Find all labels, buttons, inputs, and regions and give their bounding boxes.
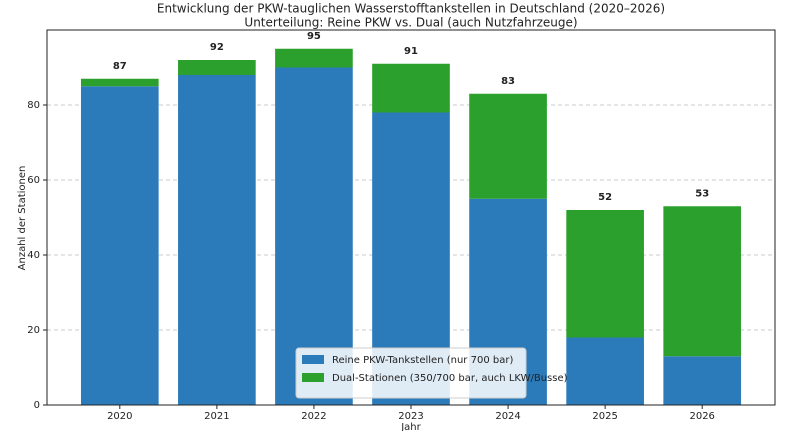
- total-label: 83: [501, 76, 515, 87]
- y-tick-label: 80: [27, 100, 40, 111]
- legend-swatch: [302, 355, 324, 364]
- bar-segment: [178, 75, 256, 405]
- bar-segment: [469, 93, 547, 199]
- chart-title: Entwicklung der PKW-tauglichen Wassersto…: [157, 2, 665, 16]
- bar-segment: [178, 60, 256, 75]
- total-label: 92: [210, 42, 224, 53]
- total-label: 91: [404, 46, 418, 57]
- legend-swatch: [302, 373, 324, 382]
- total-label: 53: [695, 188, 709, 199]
- bar-segment: [566, 337, 644, 405]
- x-tick-label: 2023: [398, 411, 423, 422]
- x-tick-label: 2025: [592, 411, 617, 422]
- legend: Reine PKW-Tankstellen (nur 700 bar) Dual-…: [295, 347, 568, 399]
- y-tick-label: 0: [34, 400, 40, 411]
- x-tick-label: 2021: [204, 411, 229, 422]
- bar-segment: [80, 86, 159, 405]
- bar-segment: [372, 63, 450, 113]
- bar-segment: [566, 210, 644, 338]
- legend-label: Dual-Stationen (350/700 bar, auch LKW/Bu…: [332, 373, 568, 384]
- bar-segment: [80, 78, 159, 87]
- y-tick-label: 60: [27, 175, 40, 186]
- bar-segment: [663, 206, 742, 357]
- x-tick-label: 2024: [495, 411, 520, 422]
- x-tick-label: 2026: [689, 411, 714, 422]
- bar-segment: [275, 48, 353, 68]
- total-label: 95: [307, 31, 321, 42]
- total-label: 52: [598, 192, 612, 203]
- plot-frame: [46, 29, 776, 406]
- x-tick-label: 2022: [301, 411, 326, 422]
- x-tick-label: 2020: [107, 411, 132, 422]
- total-label: 87: [113, 61, 127, 72]
- y-tick-label: 20: [27, 325, 40, 336]
- bar-segment: [663, 356, 742, 405]
- y-tick-label: 40: [27, 250, 40, 261]
- chart-subtitle: Unterteilung: Reine PKW vs. Dual (auch N…: [244, 16, 577, 30]
- x-axis-label: Jahr: [400, 422, 421, 431]
- y-axis-label: Anzahl der Stationen: [17, 166, 28, 271]
- legend-box: [295, 347, 527, 399]
- legend-label: Reine PKW-Tankstellen (nur 700 bar): [332, 355, 513, 366]
